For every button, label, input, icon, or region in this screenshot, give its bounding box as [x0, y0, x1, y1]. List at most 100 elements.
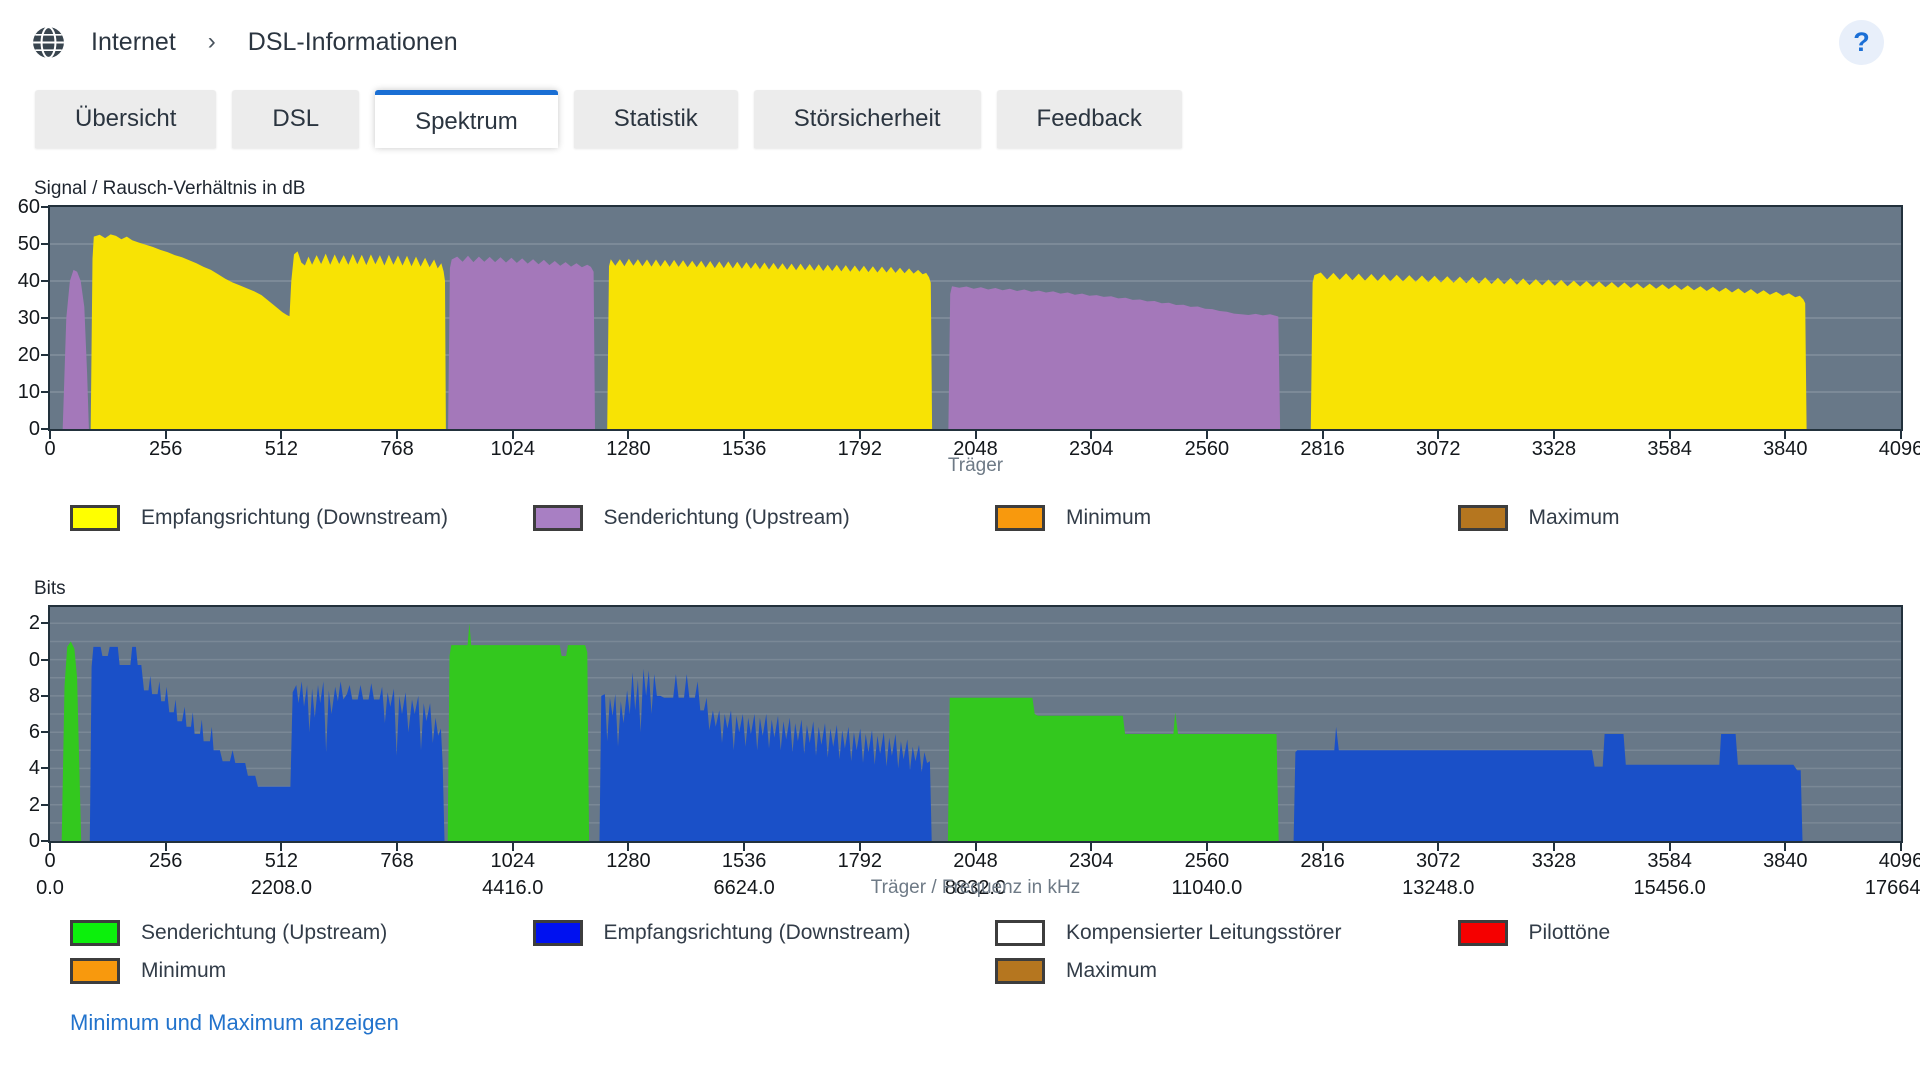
breadcrumb-item-internet[interactable]: Internet [91, 27, 176, 56]
legend-label: Maximum [1066, 959, 1158, 982]
x-tick-mark [1784, 431, 1787, 439]
legend-swatch [995, 920, 1045, 946]
legend-item: Senderichtung (Upstream) [70, 918, 533, 948]
x-tick-mark [1437, 843, 1440, 851]
x-tick-label: 1792 [837, 850, 883, 872]
y-tick-mark [41, 391, 48, 393]
series-band [947, 697, 1279, 841]
breadcrumb-current-page: DSL-Informationen [247, 27, 458, 56]
legend-item: Pilottöne [1457, 918, 1920, 948]
y-tick-label: 30 [17, 307, 40, 329]
snr-chart-title: Signal / Rausch-Verhältnis in dB [34, 178, 306, 199]
x-tick-mark [1437, 431, 1440, 439]
x-tick-label: 3328 [1531, 438, 1577, 460]
x-tick-mark [858, 431, 861, 439]
x-tick-mark [858, 843, 861, 851]
frequency-tick-label: 4416.0 [482, 877, 544, 899]
x-tick-label: 1792 [837, 438, 883, 460]
bits-plot-area [48, 605, 1903, 843]
x-tick-mark [280, 843, 283, 851]
frequency-tick-label: 11040.0 [1171, 877, 1243, 899]
x-tick-label: 2816 [1300, 850, 1345, 872]
legend-swatch [532, 505, 583, 531]
legend-label: Empfangsrichtung (Downstream) [603, 921, 911, 944]
x-tick-mark [627, 843, 630, 851]
y-tick-label: 20 [17, 344, 40, 366]
y-tick-label: 8 [28, 684, 40, 707]
legend-label: Minimum [141, 959, 227, 982]
show-min-max-link[interactable]: Minimum und Maximum anzeigen [70, 1010, 399, 1035]
legend-item: Maximum [1457, 503, 1920, 533]
y-tick-label: 0 [28, 830, 40, 852]
x-tick-mark [974, 843, 977, 851]
x-tick-mark [49, 843, 51, 851]
x-tick-mark [1900, 431, 1902, 439]
x-tick-mark [1668, 843, 1671, 851]
frequency-tick-label: 2208.0 [250, 877, 312, 899]
y-tick-mark [41, 354, 48, 356]
y-tick-label: 0 [28, 418, 40, 440]
help-button[interactable]: ? [1839, 20, 1884, 65]
x-tick-label: 768 [380, 438, 414, 460]
x-tick-mark [1090, 431, 1093, 439]
tab-bar: Übersicht DSL Spektrum Statistik Störsic… [35, 90, 1182, 148]
x-tick-label: 2304 [1068, 438, 1114, 460]
x-tick-mark [1784, 843, 1787, 851]
x-tick-mark [511, 843, 514, 851]
x-tick-mark [1090, 843, 1093, 851]
x-tick-mark [974, 431, 977, 439]
series-band [447, 623, 590, 841]
legend-swatch [1457, 505, 1508, 531]
series-band [948, 286, 1281, 429]
x-tick-mark [1321, 431, 1324, 439]
x-tick-label: 1280 [606, 438, 651, 460]
y-tick-mark [41, 622, 48, 625]
legend-item: Empfangsrichtung (Downstream) [70, 503, 533, 533]
legend-swatch [70, 920, 120, 946]
legend-label: Kompensierter Leitungsstörer [1066, 921, 1342, 944]
tab-spektrum[interactable]: Spektrum [375, 90, 558, 148]
legend-label: Senderichtung (Upstream) [141, 921, 388, 944]
x-tick-label: 3328 [1531, 850, 1577, 872]
plot-canvas [50, 622, 1901, 841]
x-tick-label: 4096 [1878, 850, 1920, 872]
tab-stoersicherheit[interactable]: Störsicherheit [753, 90, 981, 148]
frequency-tick-label: 8832.0 [944, 877, 1007, 899]
bits-chart-title: Bits [34, 578, 66, 599]
x-tick-mark [1321, 843, 1324, 851]
x-tick-label: 1024 [490, 438, 536, 460]
x-tick-mark [1552, 843, 1555, 851]
legend-swatch [70, 958, 120, 984]
x-tick-mark [1552, 431, 1555, 439]
y-tick-mark [41, 658, 48, 661]
y-tick-mark [41, 731, 48, 734]
bits-legend: Senderichtung (Upstream) Empfangsrichtung… [70, 918, 1920, 986]
legend-swatch [70, 505, 120, 531]
globe-icon [33, 25, 64, 59]
legend-item: Empfangsrichtung (Downstream) [532, 918, 996, 948]
bits-chart: Bits 0.0 2208.0 4416.0 6624.0 8832.0 11040.0 1… [0, 578, 1920, 1008]
y-tick-label: 10 [17, 381, 40, 403]
legend-item: Maximum [995, 956, 1458, 986]
x-tick-mark [511, 431, 514, 439]
x-tick-label: 0 [44, 850, 56, 872]
tab-uebersicht[interactable]: Übersicht [35, 90, 217, 148]
x-tick-mark [1205, 843, 1208, 851]
x-tick-label: 3840 [1763, 438, 1808, 460]
y-tick-mark [41, 280, 48, 282]
x-tick-label: 3072 [1416, 850, 1461, 872]
x-tick-label: 512 [264, 438, 299, 460]
x-tick-label: 2048 [953, 850, 998, 872]
tab-feedback[interactable]: Feedback [996, 90, 1182, 148]
series-band [607, 258, 933, 429]
tab-dsl[interactable]: DSL [232, 90, 360, 148]
legend-label: Maximum [1528, 506, 1620, 529]
y-tick-label: 0 [28, 648, 40, 671]
x-tick-mark [743, 431, 746, 439]
series-band [89, 646, 445, 841]
tab-statistik[interactable]: Statistik [573, 90, 738, 148]
snr-x-axis-label: Träger [947, 455, 1004, 476]
y-tick-mark [41, 803, 48, 806]
x-tick-mark [280, 431, 283, 439]
snr-chart: Signal / Rausch-Verhältnis in dB Träger … [0, 178, 1920, 568]
